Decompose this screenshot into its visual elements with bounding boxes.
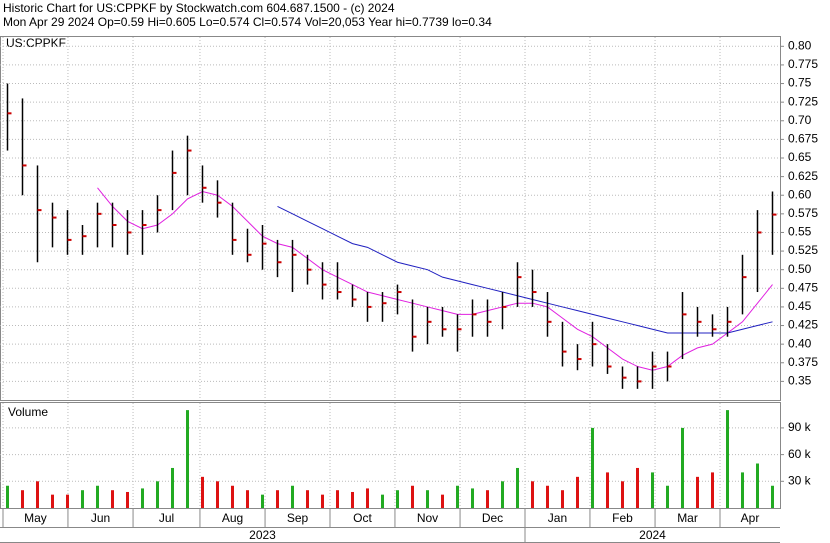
y-tick-label: 0.675 — [788, 132, 818, 146]
y-tick-label: 30 k — [788, 473, 812, 487]
volume-bar — [216, 481, 219, 508]
y-tick-label: 0.75 — [788, 76, 812, 90]
volume-bar — [201, 476, 204, 508]
volume-bar — [756, 463, 759, 508]
y-tick-label: 0.50 — [788, 262, 812, 276]
y-tick-label: 60 k — [788, 447, 812, 461]
x-tick-label: Jan — [548, 511, 567, 525]
volume-bar — [171, 467, 174, 508]
moving-average — [277, 205, 773, 334]
volume-bar — [441, 494, 444, 508]
y-tick-label: 0.775 — [788, 57, 818, 71]
volume-bar — [486, 490, 489, 508]
volume-bar — [366, 488, 369, 508]
volume-bar — [21, 490, 24, 508]
x-tick-label: Mar — [677, 511, 698, 525]
year-label: 2024 — [639, 528, 666, 542]
volume-bar — [471, 488, 474, 508]
volume-bar — [501, 481, 504, 508]
panel-label: US:CPPKF — [6, 36, 66, 50]
y-tick-label: 0.65 — [788, 150, 812, 164]
volume-bar — [336, 490, 339, 508]
y-tick-label: 0.35 — [788, 374, 812, 388]
x-tick-label: May — [24, 511, 47, 525]
volume-bar — [276, 490, 279, 508]
volume-bar — [411, 485, 414, 508]
volume-bar — [591, 427, 594, 508]
y-tick-label: 0.40 — [788, 336, 812, 350]
volume-bar — [351, 491, 354, 508]
volume-bar — [231, 485, 234, 508]
moving-average — [97, 187, 773, 371]
x-tick-label: Apr — [741, 511, 760, 525]
volume-bar — [771, 485, 774, 508]
x-tick-label: Feb — [612, 511, 633, 525]
y-tick-label: 0.475 — [788, 280, 818, 294]
volume-bar — [51, 494, 54, 508]
y-tick-label: 0.425 — [788, 318, 818, 332]
volume-bar — [246, 490, 249, 508]
volume-bar — [606, 472, 609, 508]
volume-bar — [6, 485, 9, 508]
y-tick-label: 0.55 — [788, 225, 812, 239]
volume-bar — [426, 490, 429, 508]
volume-bar — [66, 494, 69, 508]
year-label: 2023 — [249, 528, 276, 542]
volume-bar — [156, 481, 159, 508]
volume-bar — [561, 490, 564, 508]
volume-bar — [81, 490, 84, 508]
y-tick-label: 0.375 — [788, 355, 818, 369]
volume-bar — [321, 494, 324, 508]
volume-bar — [576, 476, 579, 508]
volume-bar — [621, 481, 624, 508]
y-tick-label: 0.80 — [788, 38, 812, 52]
x-tick-label: Jul — [159, 511, 174, 525]
y-tick-label: 0.725 — [788, 94, 818, 108]
volume-bar — [396, 490, 399, 508]
volume-bar — [36, 481, 39, 508]
volume-bar — [726, 410, 729, 508]
volume-bar — [681, 427, 684, 508]
volume-bar — [741, 472, 744, 508]
y-tick-label: 0.45 — [788, 299, 812, 313]
y-tick-label: 90 k — [788, 420, 812, 434]
volume-bar — [186, 410, 189, 508]
volume-panel — [0, 402, 781, 509]
x-tick-label: Sep — [287, 511, 309, 525]
x-tick-label: Aug — [222, 511, 243, 525]
volume-bar — [516, 467, 519, 508]
y-tick-label: 0.625 — [788, 169, 818, 183]
header-line: Mon Apr 29 2024 Op=0.59 Hi=0.605 Lo=0.57… — [3, 15, 492, 29]
panel-label: Volume — [8, 405, 48, 419]
volume-bar — [546, 485, 549, 508]
y-tick-label: 0.575 — [788, 206, 818, 220]
volume-bar — [531, 481, 534, 508]
y-tick-label: 0.525 — [788, 243, 818, 257]
x-tick-label: Nov — [417, 511, 438, 525]
x-tick-label: Jun — [91, 511, 110, 525]
volume-bar — [261, 494, 264, 508]
price-panel — [0, 36, 781, 401]
x-tick-label: Dec — [482, 511, 503, 525]
volume-bar — [666, 485, 669, 508]
volume-bar — [291, 485, 294, 508]
volume-bar — [636, 467, 639, 508]
y-tick-label: 0.60 — [788, 187, 812, 201]
volume-bar — [711, 472, 714, 508]
y-tick-label: 0.70 — [788, 113, 812, 127]
volume-bar — [306, 490, 309, 508]
header-line: Historic Chart for US:CPPKF by Stockwatc… — [3, 1, 395, 15]
volume-bar — [696, 476, 699, 508]
volume-bar — [111, 490, 114, 508]
volume-bar — [456, 485, 459, 508]
volume-bar — [381, 494, 384, 508]
volume-bar — [141, 488, 144, 508]
volume-bar — [96, 485, 99, 508]
x-tick-label: Oct — [353, 511, 372, 525]
volume-bar — [651, 472, 654, 508]
volume-bar — [126, 491, 129, 508]
